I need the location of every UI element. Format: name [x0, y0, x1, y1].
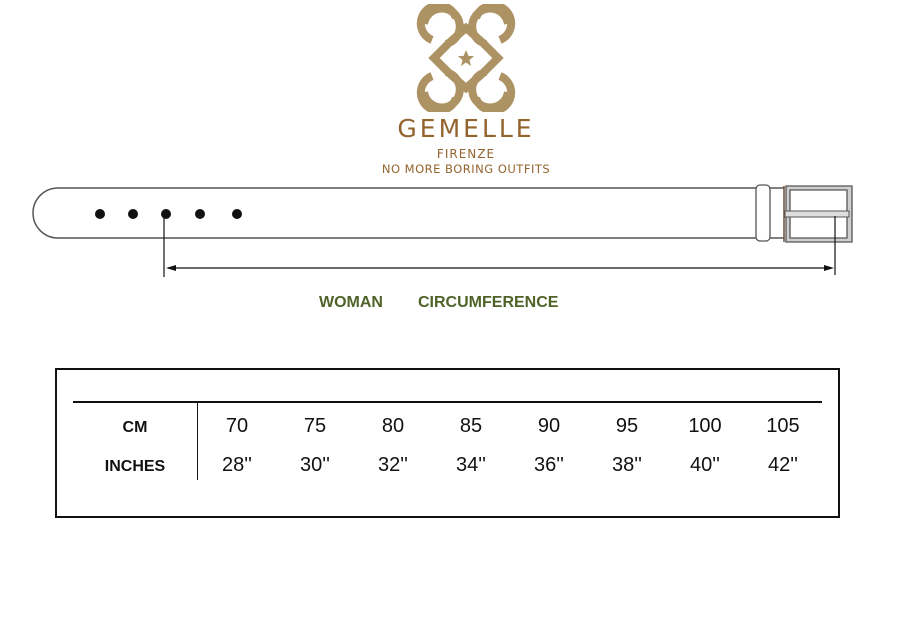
size-table	[55, 368, 840, 518]
inches-value: 42''	[768, 454, 798, 476]
belt-hole	[128, 209, 138, 219]
arrowhead-left-icon	[166, 265, 176, 271]
table-header-rule	[73, 401, 822, 403]
brand-tagline: NO MORE BORING OUTFITS	[381, 162, 551, 176]
inches-value: 28''	[222, 454, 252, 476]
inches-value: 34''	[456, 454, 486, 476]
cm-value: 95	[615, 415, 639, 437]
brand-name: GEMELLE	[397, 114, 535, 143]
belt-hole	[161, 209, 171, 219]
row-label-inches: INCHES	[104, 458, 166, 475]
cm-value: 70	[225, 415, 249, 437]
table-column-divider	[197, 402, 198, 480]
cm-value: 85	[459, 415, 483, 437]
inches-value: 30''	[300, 454, 330, 476]
brand-emblem-logo	[416, 4, 516, 112]
brand-city: FIRENZE	[436, 147, 496, 161]
caption-woman: WOMAN	[319, 294, 383, 311]
belt-hole	[195, 209, 205, 219]
inches-value: 32''	[378, 454, 408, 476]
belt-hole	[232, 209, 242, 219]
cm-value: 90	[537, 415, 561, 437]
cm-value: 75	[303, 415, 327, 437]
arrowhead-right-icon	[824, 265, 834, 271]
inches-value: 38''	[612, 454, 642, 476]
row-label-cm: CM	[122, 419, 148, 436]
belt-diagram	[32, 184, 853, 277]
cm-value: 80	[381, 415, 405, 437]
cm-value: 105	[766, 415, 800, 437]
belt-strap	[32, 187, 756, 239]
inches-value: 40''	[690, 454, 720, 476]
belt-keeper	[755, 184, 771, 242]
star-icon	[458, 50, 474, 66]
caption-circumference: CIRCUMFERENCE	[418, 294, 559, 311]
cm-value: 100	[688, 415, 722, 437]
belt-holes	[95, 209, 242, 219]
belt-buckle	[785, 185, 853, 243]
belt-hole	[95, 209, 105, 219]
inches-value: 36''	[534, 454, 564, 476]
buckle-prong	[784, 210, 850, 218]
